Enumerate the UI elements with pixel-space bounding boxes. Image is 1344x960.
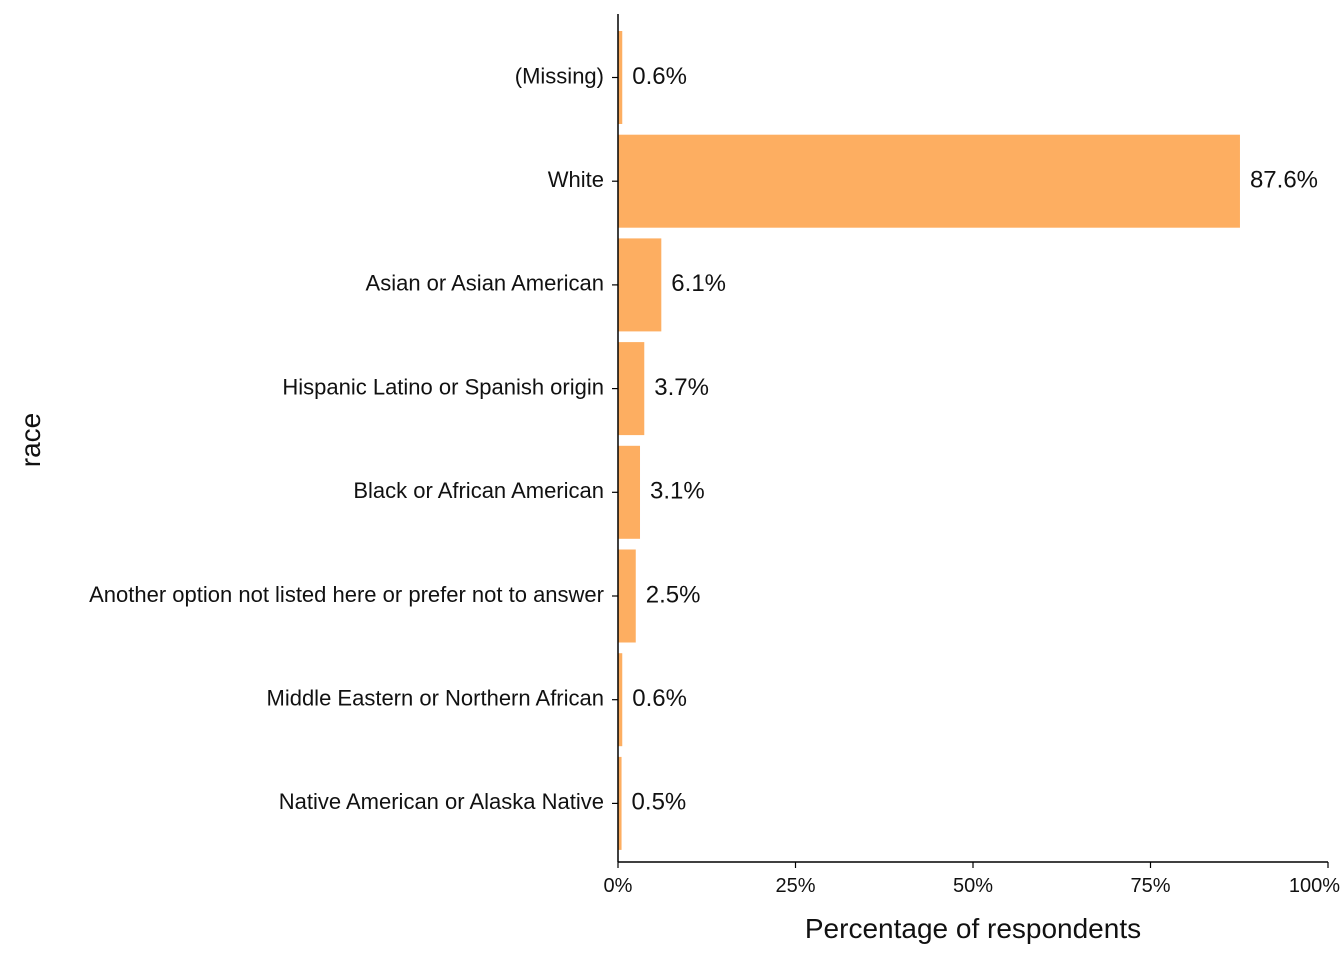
bars-layer <box>618 31 1240 850</box>
data-label: 0.5% <box>632 789 687 816</box>
bar <box>618 653 623 747</box>
x-tick-label: 100% <box>1289 875 1340 897</box>
data-label: 6.1% <box>671 270 726 297</box>
bar <box>618 134 1240 228</box>
y-tick-label: Middle Eastern or Northern African <box>267 686 605 711</box>
x-axis-title: Percentage of respondents <box>805 913 1141 944</box>
y-axis-title: race <box>15 413 46 467</box>
y-tick-label: Native American or Alaska Native <box>279 789 604 814</box>
y-tick-label: Hispanic Latino or Spanish origin <box>282 374 604 399</box>
data-label: 3.7% <box>654 374 709 401</box>
x-tick-label: 75% <box>1130 875 1170 897</box>
data-label: 87.6% <box>1250 167 1318 194</box>
data-label: 2.5% <box>646 581 701 608</box>
bar <box>618 445 641 539</box>
value-labels: 0.6% 87.6% 6.1% 3.7% 3.1% 2.5% 0.6% 0.5% <box>632 63 1318 816</box>
y-ticks: (Missing) White Asian or Asian American His… <box>89 63 618 814</box>
data-label: 0.6% <box>632 63 687 90</box>
x-tick-label: 0% <box>604 875 633 897</box>
bar <box>618 342 645 436</box>
x-tick-label: 50% <box>953 875 993 897</box>
bar <box>618 238 662 332</box>
x-tick-label: 25% <box>775 875 815 897</box>
data-label: 3.1% <box>650 478 705 505</box>
y-tick-label: Another option not listed here or prefer… <box>89 582 604 607</box>
data-label: 0.6% <box>632 685 687 712</box>
y-tick-label: (Missing) <box>515 63 604 88</box>
bar <box>618 756 622 850</box>
y-tick-label: White <box>548 167 604 192</box>
x-ticks: 0% 25% 50% 75% 100% <box>604 862 1340 897</box>
bar <box>618 31 623 124</box>
y-tick-label: Asian or Asian American <box>366 271 604 296</box>
bar <box>618 549 636 643</box>
y-tick-label: Black or African American <box>353 478 604 503</box>
